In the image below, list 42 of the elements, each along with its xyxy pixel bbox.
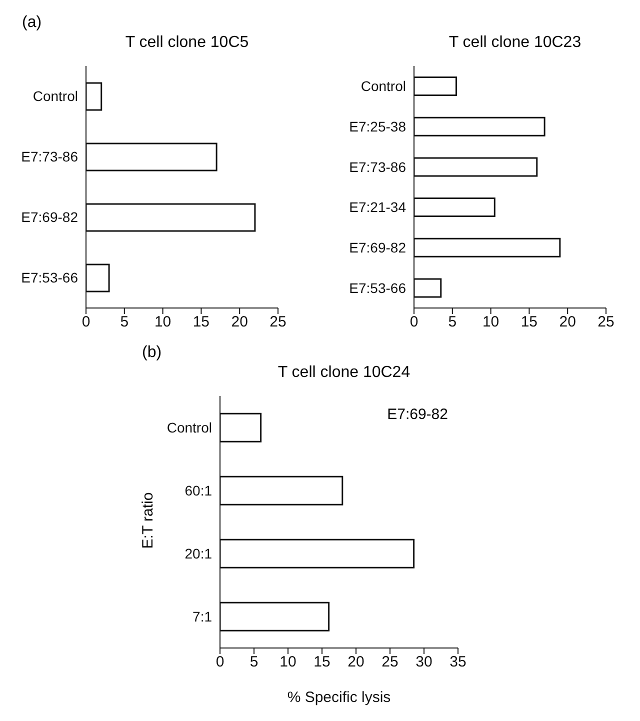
text: (b) [142, 344, 162, 362]
x-axis-title: % Specific lysis [287, 689, 391, 706]
y-tick-label: E7:21-34 [349, 199, 406, 216]
x-tick-label: 0 [216, 654, 224, 671]
x-tick-label: 10 [154, 314, 172, 331]
x-tick-label: 15 [314, 654, 330, 671]
y-tick-label: 7:1 [192, 608, 212, 624]
y-tick-label: E7:25-38 [349, 118, 406, 134]
x-tick-label: 5 [448, 314, 457, 331]
y-axis-title: E:T ratio [140, 491, 156, 551]
x-tick-label: 25 [270, 314, 286, 331]
x-tick-label: 15 [520, 314, 538, 331]
x-tick-label: 10 [482, 314, 500, 331]
y-tick-label: E7:53-66 [21, 270, 78, 286]
x-tick-label: 30 [416, 654, 432, 671]
y-tick-label: 60:1 [184, 482, 212, 498]
chart-title: T cell clone 10C5 [124, 34, 250, 52]
chart-title: T cell clone 10C24 [276, 364, 412, 382]
y-tick-label: Control [166, 419, 212, 436]
y-tick-label: Control [32, 88, 78, 104]
y-tick-label: Control [360, 78, 406, 94]
y-tick-label: E7:73-86 [21, 148, 78, 165]
y-tick-label: E7:73-86 [349, 158, 406, 175]
x-tick-label: 0 [82, 314, 90, 331]
x-tick-label: 35 [450, 654, 466, 671]
x-tick-label: 5 [120, 314, 129, 331]
text: E7:69-82 [387, 406, 448, 423]
x-tick-label: 25 [382, 654, 398, 671]
x-tick-label: 0 [410, 314, 418, 331]
x-tick-label: 25 [598, 314, 614, 331]
y-tick-label: E7:69-82 [21, 209, 78, 226]
y-tick-label: 20:1 [184, 545, 212, 562]
x-tick-label: 20 [348, 654, 364, 671]
y-tick-label: E7:69-82 [349, 239, 406, 256]
x-tick-label: 15 [192, 314, 210, 331]
x-tick-label: 20 [559, 314, 576, 331]
x-tick-label: 10 [280, 654, 296, 671]
text: (a) [22, 14, 42, 32]
x-tick-label: 5 [250, 654, 258, 671]
x-tick-label: 20 [231, 314, 248, 331]
chart-title: T cell clone 10C23 [448, 34, 582, 52]
y-tick-label: E7:53-66 [349, 280, 406, 296]
